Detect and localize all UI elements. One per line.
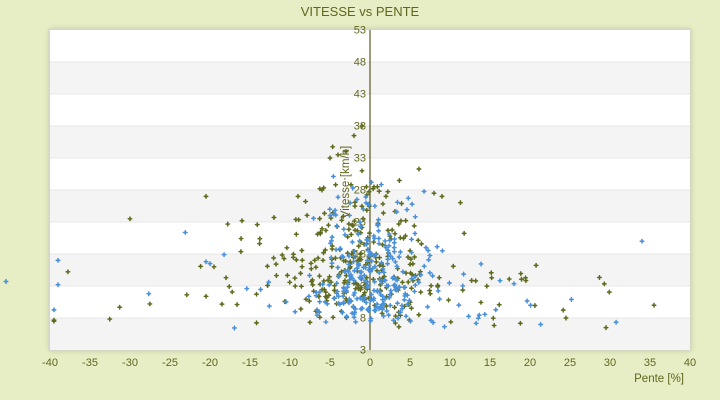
svg-text:15: 15 xyxy=(484,357,496,369)
svg-text:-25: -25 xyxy=(162,357,178,369)
svg-text:40: 40 xyxy=(684,357,696,369)
svg-text:30: 30 xyxy=(604,357,616,369)
svg-text:-40: -40 xyxy=(42,357,58,369)
svg-text:0: 0 xyxy=(367,357,373,369)
svg-text:38: 38 xyxy=(354,121,366,133)
svg-text:-30: -30 xyxy=(122,357,138,369)
svg-text:23: 23 xyxy=(354,217,366,229)
svg-text:Pente [%]: Pente [%] xyxy=(634,373,684,385)
svg-text:10: 10 xyxy=(444,357,456,369)
svg-text:-35: -35 xyxy=(82,357,98,369)
svg-text:48: 48 xyxy=(354,57,366,69)
svg-text:20: 20 xyxy=(524,357,536,369)
svg-text:-20: -20 xyxy=(202,357,218,369)
svg-text:25: 25 xyxy=(564,357,576,369)
svg-text:35: 35 xyxy=(644,357,656,369)
svg-text:3: 3 xyxy=(360,345,366,357)
svg-text:-10: -10 xyxy=(282,357,298,369)
svg-text:43: 43 xyxy=(354,89,366,101)
svg-text:18: 18 xyxy=(354,249,366,261)
svg-text:53: 53 xyxy=(354,25,366,37)
svg-text:33: 33 xyxy=(354,153,366,165)
svg-text:-5: -5 xyxy=(325,357,335,369)
svg-text:Vitesse‧[km/h]: Vitesse‧[km/h] xyxy=(340,146,352,218)
svg-text:28: 28 xyxy=(354,185,366,197)
svg-text:8: 8 xyxy=(360,313,366,325)
svg-text:-15: -15 xyxy=(242,357,258,369)
svg-text:5: 5 xyxy=(407,357,413,369)
svg-text:13: 13 xyxy=(354,281,366,293)
